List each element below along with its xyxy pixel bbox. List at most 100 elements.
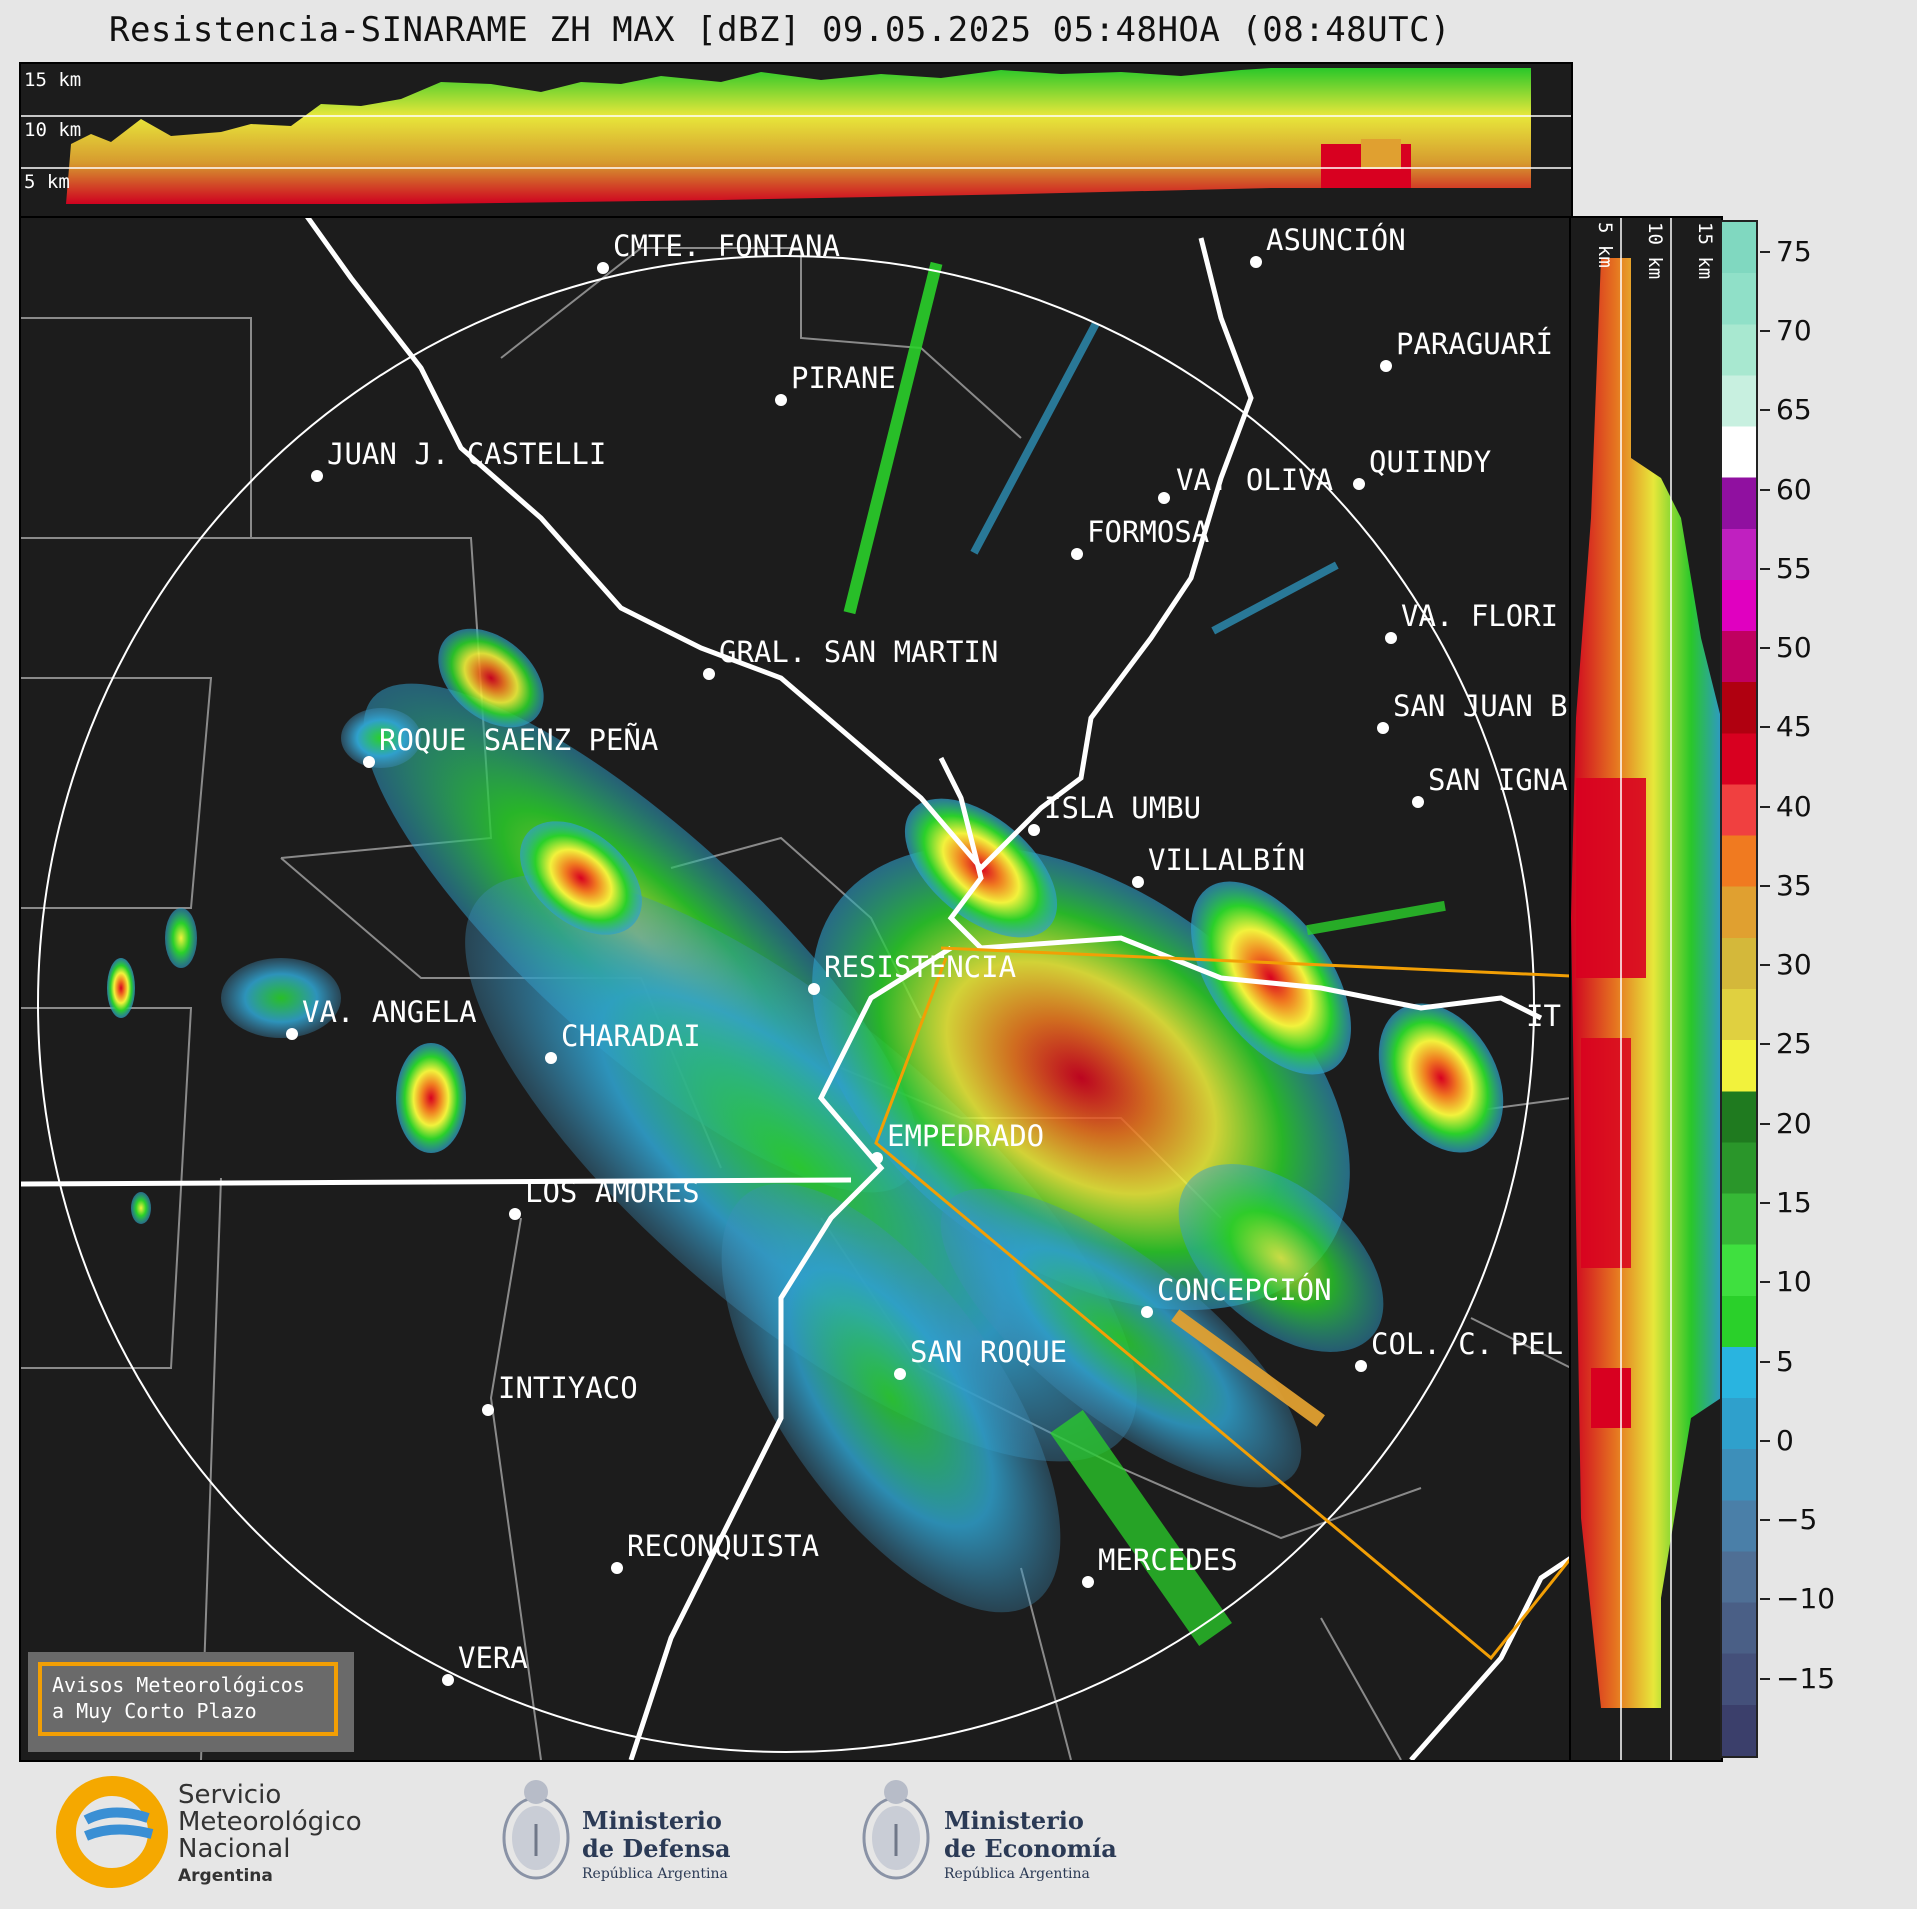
international-borders <box>21 218 1571 1760</box>
side-profile-echo <box>1571 258 1721 1708</box>
city-dot <box>1380 360 1392 372</box>
colorbar-tick-label: 0 <box>1776 1423 1794 1457</box>
city-dot <box>1355 1360 1367 1372</box>
city-dot <box>311 470 323 482</box>
colorbar-tick <box>1760 964 1770 967</box>
colorbar-tick <box>1760 726 1770 729</box>
city-label: VILLALBÍN <box>1148 843 1305 877</box>
colorbar-tick <box>1760 1360 1770 1363</box>
colorbar-tick-label: 35 <box>1776 868 1812 902</box>
warning-link[interactable]: Avisos Meteorológicos a Muy Corto Plazo <box>38 1662 338 1736</box>
warning-polygons <box>874 946 1571 1661</box>
economia-seal-icon <box>862 1780 930 1880</box>
smn-name: Servicio Meteorológico Nacional Argentin… <box>178 1782 362 1890</box>
city-label: COL. C. PEL <box>1371 1327 1563 1361</box>
colorbar-tick-label: 45 <box>1776 710 1812 744</box>
city-dot <box>775 394 787 406</box>
top-profile-svg: 15 km 10 km 5 km <box>21 68 1571 204</box>
radar-map: CMTE. FONTANA ASUNCIÓN PARAGUARÍ PIRANE … <box>19 216 1573 1762</box>
city-dot <box>597 262 609 274</box>
city-dot <box>1132 876 1144 888</box>
city-dot <box>1385 632 1397 644</box>
city-dot <box>545 1052 557 1064</box>
city-dot <box>894 1368 906 1380</box>
city-dot <box>509 1208 521 1220</box>
city-label: VA. FLORI <box>1401 599 1558 633</box>
chart-title: Resistencia-SINARAME ZH MAX [dBZ] 09.05.… <box>108 10 1452 50</box>
city-dot <box>611 1562 623 1574</box>
city-dot <box>808 983 820 995</box>
colorbar-tick-label: 20 <box>1776 1106 1812 1140</box>
city-dot <box>1071 548 1083 560</box>
city-label: SAN JUAN B <box>1393 689 1568 723</box>
city-dot <box>1250 256 1262 268</box>
side-label-15km: 15 km <box>1694 222 1716 279</box>
city-label: IT <box>1526 999 1561 1033</box>
colorbar-tick-label: 5 <box>1776 1344 1794 1378</box>
economia-sub: República Argentina <box>944 1866 1090 1882</box>
radar-map-svg: CMTE. FONTANA ASUNCIÓN PARAGUARÍ PIRANE … <box>21 218 1571 1760</box>
side-core-2 <box>1581 1038 1631 1268</box>
colorbar-tick <box>1760 488 1770 491</box>
city-label: FORMOSA <box>1087 515 1209 549</box>
smn-logo-icon <box>56 1776 168 1888</box>
colorbar-tick-label: −15 <box>1776 1661 1836 1695</box>
city-label: INTIYACO <box>498 1371 638 1405</box>
city-label: ASUNCIÓN <box>1266 223 1406 257</box>
city-dot <box>1028 824 1040 836</box>
side-core-1 <box>1576 778 1646 978</box>
city-label: PIRANE <box>791 361 896 395</box>
city-dot <box>1082 1576 1094 1588</box>
colorbar-tick-label: −5 <box>1776 1503 1818 1537</box>
defensa-line-2: de Defensa <box>582 1834 731 1863</box>
city-label: VA. OLIVA <box>1176 463 1333 497</box>
colorbar-tick <box>1760 884 1770 887</box>
city-label: EMPEDRADO <box>887 1119 1044 1153</box>
city-dot <box>482 1404 494 1416</box>
colorbar-tick <box>1760 1281 1770 1284</box>
city-label: CONCEPCIÓN <box>1157 1273 1332 1307</box>
warning-line-2: a Muy Corto Plazo <box>52 1699 257 1723</box>
side-profile-svg: 5 km 10 km 15 km <box>1571 218 1721 1760</box>
range-ring <box>37 255 1535 1753</box>
city-dot <box>1377 722 1389 734</box>
warning-line-1: Avisos Meteorológicos <box>52 1673 305 1697</box>
side-label-10km: 10 km <box>1644 222 1666 279</box>
city-dot <box>1158 492 1170 504</box>
colorbar-tick <box>1760 1202 1770 1205</box>
colorbar-tick-label: −10 <box>1776 1582 1836 1616</box>
city-dot <box>442 1674 454 1686</box>
economia-line-1: Ministerio <box>944 1806 1084 1835</box>
defensa-seal-icon <box>502 1780 570 1880</box>
colorbar-tick-label: 55 <box>1776 551 1812 585</box>
side-height-profile: 5 km 10 km 15 km <box>1569 216 1723 1762</box>
top-label-15km: 15 km <box>24 69 81 91</box>
colorbar-tick-label: 60 <box>1776 472 1812 506</box>
city-dot <box>363 756 375 768</box>
city-label: MERCEDES <box>1098 1543 1238 1577</box>
city-label: LOS AMORES <box>525 1175 700 1209</box>
colorbar-tick-label: 40 <box>1776 789 1812 823</box>
city-dot <box>286 1028 298 1040</box>
colorbar-tick-label: 30 <box>1776 948 1812 982</box>
city-label: VERA <box>458 1641 528 1675</box>
colorbar-tick-label: 25 <box>1776 1027 1812 1061</box>
colorbar-tick-label: 10 <box>1776 1265 1812 1299</box>
city-label: RECONQUISTA <box>627 1529 819 1563</box>
colorbar-tick-label: 50 <box>1776 631 1812 665</box>
city-label: SAN IGNA <box>1428 763 1568 797</box>
colorbar-tick-label: 65 <box>1776 393 1812 427</box>
city-dot <box>703 668 715 680</box>
colorbar-tick-label: 75 <box>1776 234 1812 268</box>
top-profile-core2 <box>1361 139 1401 169</box>
city-label: VA. ANGELA <box>302 995 477 1029</box>
colorbar-tick <box>1760 805 1770 808</box>
colorbar-tick <box>1760 1677 1770 1680</box>
reflectivity-echoes <box>107 261 1504 1646</box>
city-label: JUAN J. CASTELLI <box>327 437 606 471</box>
city-dot <box>1141 1306 1153 1318</box>
warning-box[interactable]: Avisos Meteorológicos a Muy Corto Plazo <box>28 1652 354 1752</box>
defensa-line-1: Ministerio <box>582 1806 722 1835</box>
side-core-3 <box>1591 1368 1631 1428</box>
colorbar-tick-label: 15 <box>1776 1186 1812 1220</box>
